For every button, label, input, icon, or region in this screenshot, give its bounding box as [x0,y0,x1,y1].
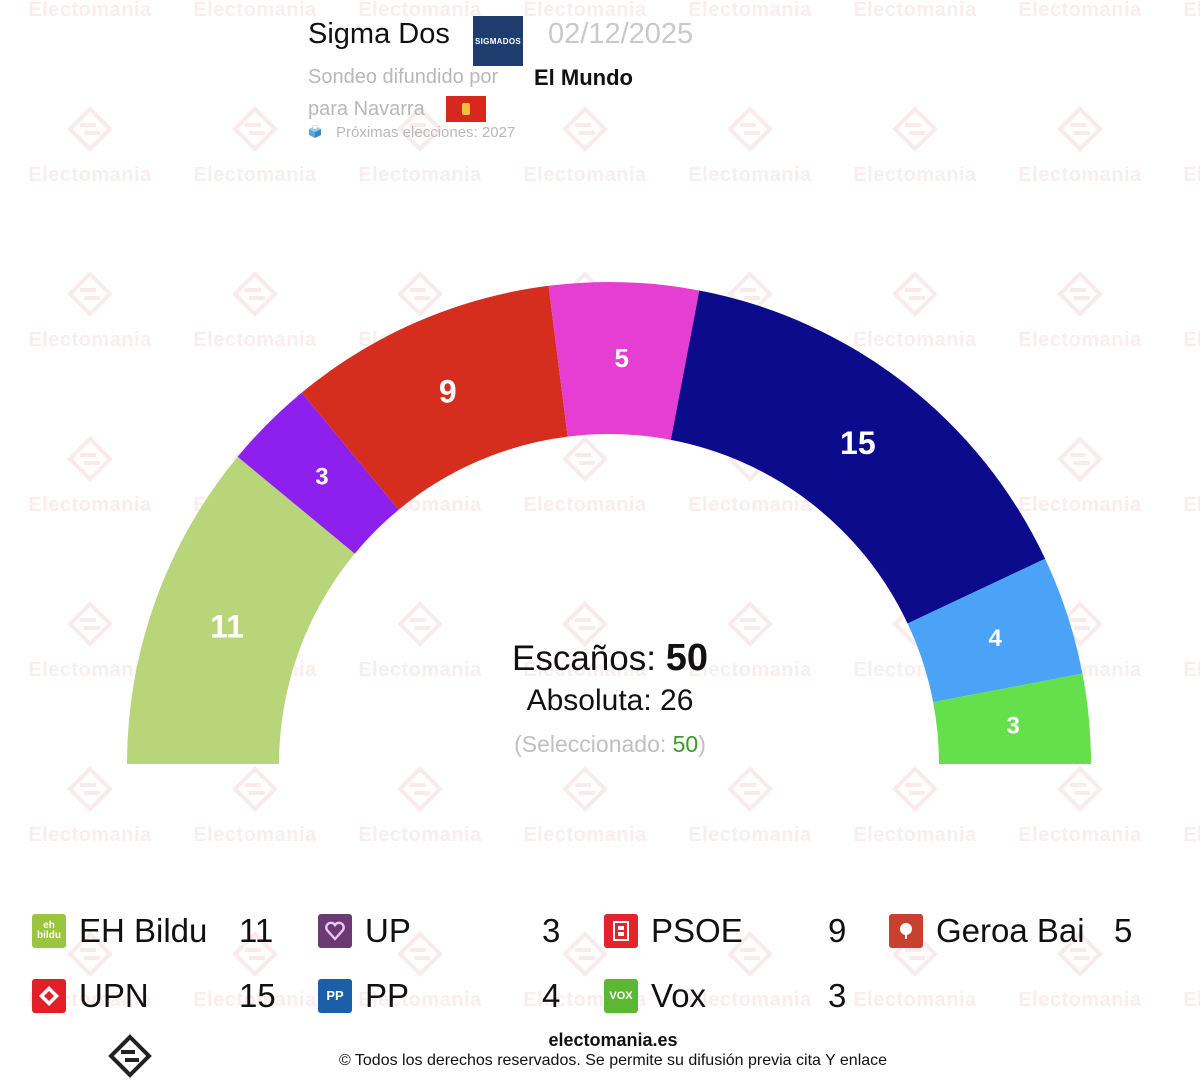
total-seats-label: Escaños: [512,639,656,678]
footer-copyright: © Todos los derechos reservados. Se perm… [338,1052,888,1069]
selected-suffix: ) [698,731,706,757]
selected-line: (Seleccionado: 50) [410,725,810,763]
seat-segment-geroa-bai[interactable] [548,282,700,440]
region-label: para Navarra [308,98,425,120]
seat-count-label: 9 [439,373,457,409]
next-elections-text: Próximas elecciones: 2027 [336,124,516,141]
hemicycle-center-info: Escaños: 50 Absoluta: 26 (Seleccionado: … [410,636,810,763]
pollster-name: Sigma Dos [308,18,450,50]
footer-site-link[interactable]: electomania.es [548,1030,678,1050]
pollster-logo: SIGMADOS [473,16,523,66]
seat-segment-up[interactable] [237,392,399,554]
seat-segment-psoe[interactable] [301,285,568,510]
electomania-logo-icon [108,1034,152,1078]
seat-count-label: 15 [840,425,876,461]
navarra-flag-icon [446,96,486,122]
total-seats-line: Escaños: 50 [410,636,810,681]
seat-segment-vox[interactable] [933,673,1091,764]
seat-segment-eh-bildu[interactable] [127,456,355,764]
seat-count-label: 5 [615,343,629,373]
selected-prefix: (Seleccionado: [514,731,673,757]
seat-segment-upn[interactable] [670,290,1046,624]
total-seats-value: 50 [665,637,708,679]
selected-value: 50 [672,731,699,757]
seat-count-label: 3 [315,463,328,490]
published-by-label: Sondeo difundido por [308,66,499,88]
ballot-box-icon [309,125,321,138]
media-name: El Mundo [534,65,633,90]
seat-count-label: 3 [1007,712,1020,739]
seat-count-label: 11 [210,608,244,644]
seat-segment-pp[interactable] [907,558,1083,703]
next-elections-line: Próximas elecciones: 2027 [308,124,515,141]
poll-header: Sigma Dos SIGMADOS 02/12/2025 Sondeo dif… [308,10,828,150]
poll-date: 02/12/2025 [548,18,694,50]
majority-line: Absoluta: 26 [526,684,694,717]
seat-count-label: 4 [988,625,1002,652]
